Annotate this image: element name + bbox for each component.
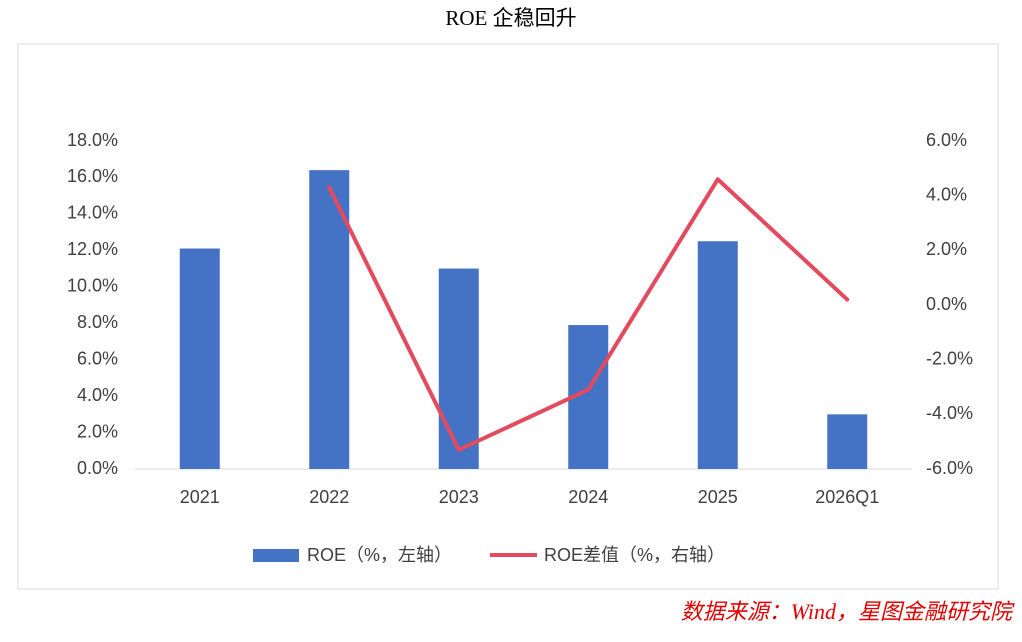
y2-tick-label: 6.0%: [926, 130, 967, 150]
legend-label: ROE（%，左轴）: [307, 545, 452, 565]
y-tick-label: 0.0%: [77, 458, 118, 478]
y-tick-label: 18.0%: [67, 130, 118, 150]
y-tick-label: 10.0%: [67, 276, 118, 296]
x-tick-label: 2026Q1: [815, 487, 879, 507]
bar: [309, 170, 350, 469]
y-tick-label: 6.0%: [77, 348, 118, 368]
y2-tick-label: 2.0%: [926, 239, 967, 259]
y-tick-label: 4.0%: [77, 385, 118, 405]
line: [327, 177, 850, 452]
y2-tick-label: -2.0%: [926, 348, 973, 368]
chart-title: ROE 企稳回升: [445, 6, 576, 30]
y2-tick-label: -4.0%: [926, 403, 973, 423]
y2-tick-label: -6.0%: [926, 458, 973, 478]
y2-tick-label: 4.0%: [926, 184, 967, 204]
legend-label: ROE差值（%，右轴）: [544, 545, 725, 565]
x-tick-label: 2024: [568, 487, 608, 507]
x-tick-label: 2025: [698, 487, 738, 507]
chart-frame: [17, 43, 999, 590]
bar: [827, 414, 868, 469]
x-tick-label: 2021: [180, 487, 220, 507]
y2-tick-label: 0.0%: [926, 294, 967, 314]
bar: [438, 268, 479, 469]
x-tick-label: 2023: [439, 487, 479, 507]
y-tick-label: 16.0%: [67, 166, 118, 186]
legend-swatch: [253, 549, 299, 562]
y-tick-label: 12.0%: [67, 239, 118, 259]
x-tick-label: 2022: [309, 487, 349, 507]
bar: [179, 248, 220, 469]
y-tick-label: 14.0%: [67, 203, 118, 223]
source-note: 数据来源：Wind，星图金融研究院: [681, 599, 1015, 624]
y-tick-label: 8.0%: [77, 312, 118, 332]
bar: [697, 241, 738, 469]
y-tick-label: 2.0%: [77, 421, 118, 441]
